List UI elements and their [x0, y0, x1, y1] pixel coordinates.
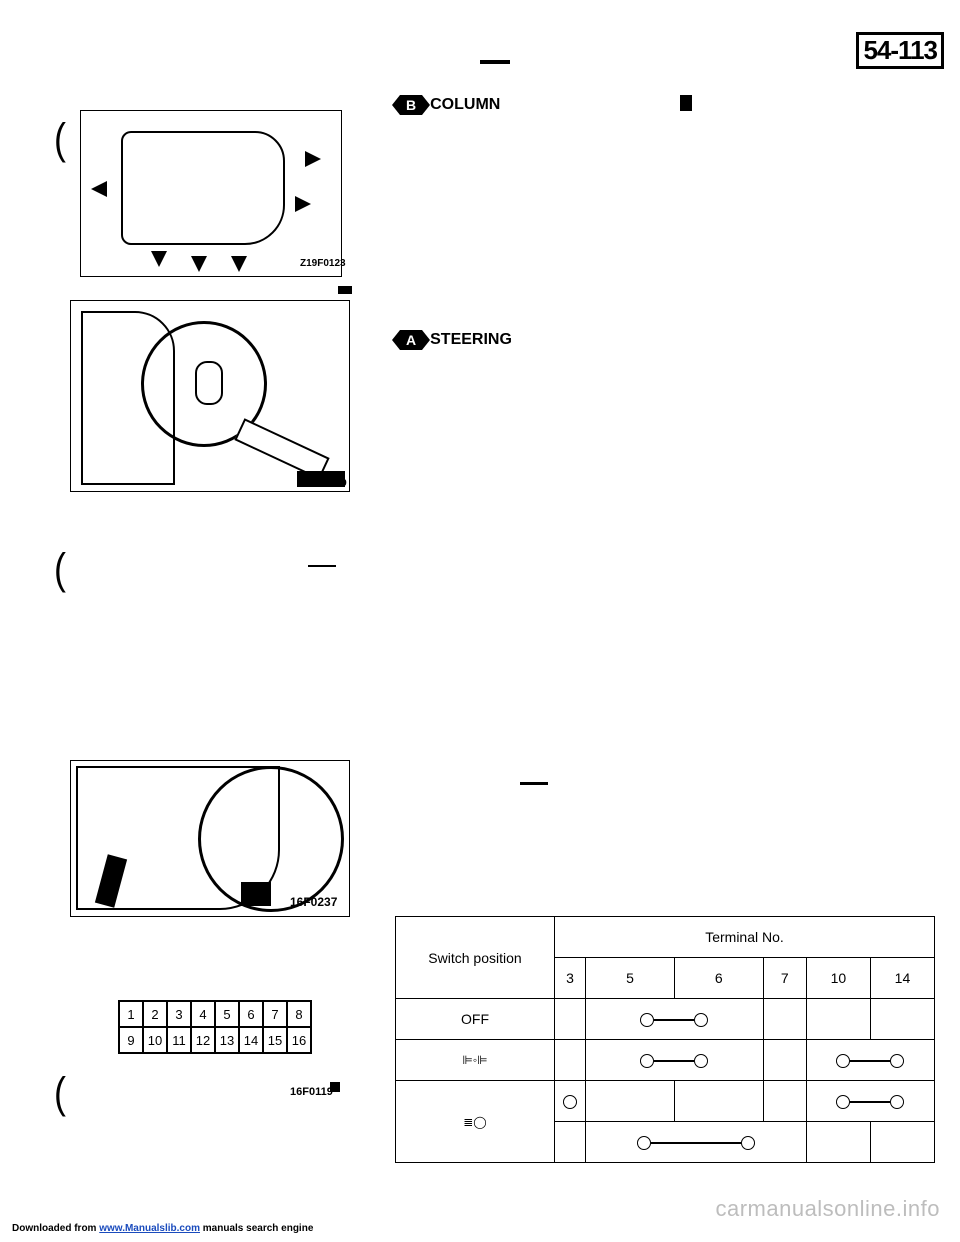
pin-9: 9	[119, 1027, 143, 1053]
header-switch-position: Switch position	[396, 917, 555, 999]
black-mark-icon	[680, 95, 692, 111]
continuity-dot-icon	[563, 1095, 577, 1109]
col-10: 10	[806, 958, 870, 999]
row-head-1: ≣◯	[396, 1081, 935, 1122]
connector-row-1: 1 2 3 4 5 6 7 8	[119, 1001, 311, 1027]
pin-7: 7	[263, 1001, 287, 1027]
pin-16: 16	[287, 1027, 311, 1053]
row-tail: ⊫◦⊫	[396, 1040, 935, 1081]
pin-13: 13	[215, 1027, 239, 1053]
figure-2	[70, 300, 350, 492]
pin-10: 10	[143, 1027, 167, 1053]
arrow-box-a: A	[400, 330, 422, 350]
pin-2: 2	[143, 1001, 167, 1027]
pin-8: 8	[287, 1001, 311, 1027]
dash-mark-2	[520, 782, 548, 785]
footer-link[interactable]: www.Manualslib.com	[99, 1223, 200, 1234]
row-off: OFF	[396, 999, 935, 1040]
pin-14: 14	[239, 1027, 263, 1053]
figure-3	[70, 760, 350, 917]
pin-1: 1	[119, 1001, 143, 1027]
cell-off-7	[763, 999, 806, 1040]
connector-row-2: 9 10 11 12 13 14 15 16	[119, 1027, 311, 1053]
watermark-text: carmanualsonline.info	[715, 1196, 940, 1222]
footer: Downloaded from www.Manualslib.com manua…	[12, 1223, 313, 1234]
footer-suffix: manuals search engine	[203, 1223, 314, 1234]
pin-5: 5	[215, 1001, 239, 1027]
cell-off-3	[555, 999, 586, 1040]
row-off-label: OFF	[396, 999, 555, 1040]
cell-head-3	[555, 1081, 586, 1122]
section-b-heading: B COLUMN	[400, 95, 500, 115]
figure-4-label: 16F0119	[290, 1086, 333, 1098]
terminal-table: Switch position Terminal No. 3 5 6 7 10 …	[395, 916, 935, 1163]
cell-head-5	[586, 1081, 675, 1122]
continuity-dot-icon	[890, 1054, 904, 1068]
margin-paren-2: (	[54, 544, 66, 594]
cell-head2-10	[806, 1122, 870, 1163]
cell-head-7	[763, 1081, 806, 1122]
figure-1	[80, 110, 342, 277]
continuity-dot-icon	[836, 1054, 850, 1068]
continuity-dot-icon	[640, 1013, 654, 1027]
col-7: 7	[763, 958, 806, 999]
pin-4: 4	[191, 1001, 215, 1027]
continuity-dot-icon	[637, 1136, 651, 1150]
table-header-row-1: Switch position Terminal No.	[396, 917, 935, 958]
pin-6: 6	[239, 1001, 263, 1027]
arrow-box-b: B	[400, 95, 422, 115]
page-root: 54-113 ( ( ( B COLUMN Z19F0123 U19F0089 …	[0, 0, 960, 1242]
cell-tail-3	[555, 1040, 586, 1081]
cell-tail-10-14	[806, 1040, 934, 1081]
figure-2-label: U19F0089	[300, 478, 347, 489]
section-a-label: STEERING	[430, 331, 512, 349]
cell-head-6	[674, 1081, 763, 1122]
black-square-icon	[330, 1082, 340, 1092]
continuity-dot-icon	[640, 1054, 654, 1068]
margin-paren-3: (	[54, 1068, 66, 1118]
connector-table: 1 2 3 4 5 6 7 8 9 10 11 12 13 14 15 16	[118, 1000, 312, 1054]
continuity-dot-icon	[741, 1136, 755, 1150]
pin-12: 12	[191, 1027, 215, 1053]
black-strip-icon	[338, 286, 352, 294]
cell-head-10-14	[806, 1081, 934, 1122]
cell-head2-3	[555, 1122, 586, 1163]
cell-off-10	[806, 999, 870, 1040]
continuity-dot-icon	[836, 1095, 850, 1109]
pin-3: 3	[167, 1001, 191, 1027]
margin-paren-1: (	[54, 114, 66, 164]
header-dash-mark	[480, 60, 510, 64]
pin-15: 15	[263, 1027, 287, 1053]
continuity-dot-icon	[694, 1054, 708, 1068]
col-6: 6	[674, 958, 763, 999]
col-14: 14	[870, 958, 934, 999]
section-b-label: COLUMN	[430, 96, 500, 114]
page-number-box: 54-113	[856, 32, 944, 69]
row-head-label: ≣◯	[396, 1081, 555, 1163]
cell-tail-5-6	[586, 1040, 764, 1081]
connector-diagram: 1 2 3 4 5 6 7 8 9 10 11 12 13 14 15 16	[118, 1000, 312, 1054]
cell-head2-5-7	[586, 1122, 807, 1163]
continuity-dot-icon	[890, 1095, 904, 1109]
footer-prefix: Downloaded from	[12, 1223, 99, 1234]
col-3: 3	[555, 958, 586, 999]
figure-1-label: Z19F0123	[300, 258, 346, 269]
cell-off-14	[870, 999, 934, 1040]
pin-11: 11	[167, 1027, 191, 1053]
header-terminal-no: Terminal No.	[555, 917, 935, 958]
col-5: 5	[586, 958, 675, 999]
section-a-heading: A STEERING	[400, 330, 512, 350]
row-tail-label: ⊫◦⊫	[396, 1040, 555, 1081]
cell-tail-7	[763, 1040, 806, 1081]
cell-off-5-6	[586, 999, 764, 1040]
figure-3-label: 16F0237	[290, 895, 337, 909]
cell-head2-14	[870, 1122, 934, 1163]
short-line-mark	[308, 565, 336, 567]
continuity-dot-icon	[694, 1013, 708, 1027]
